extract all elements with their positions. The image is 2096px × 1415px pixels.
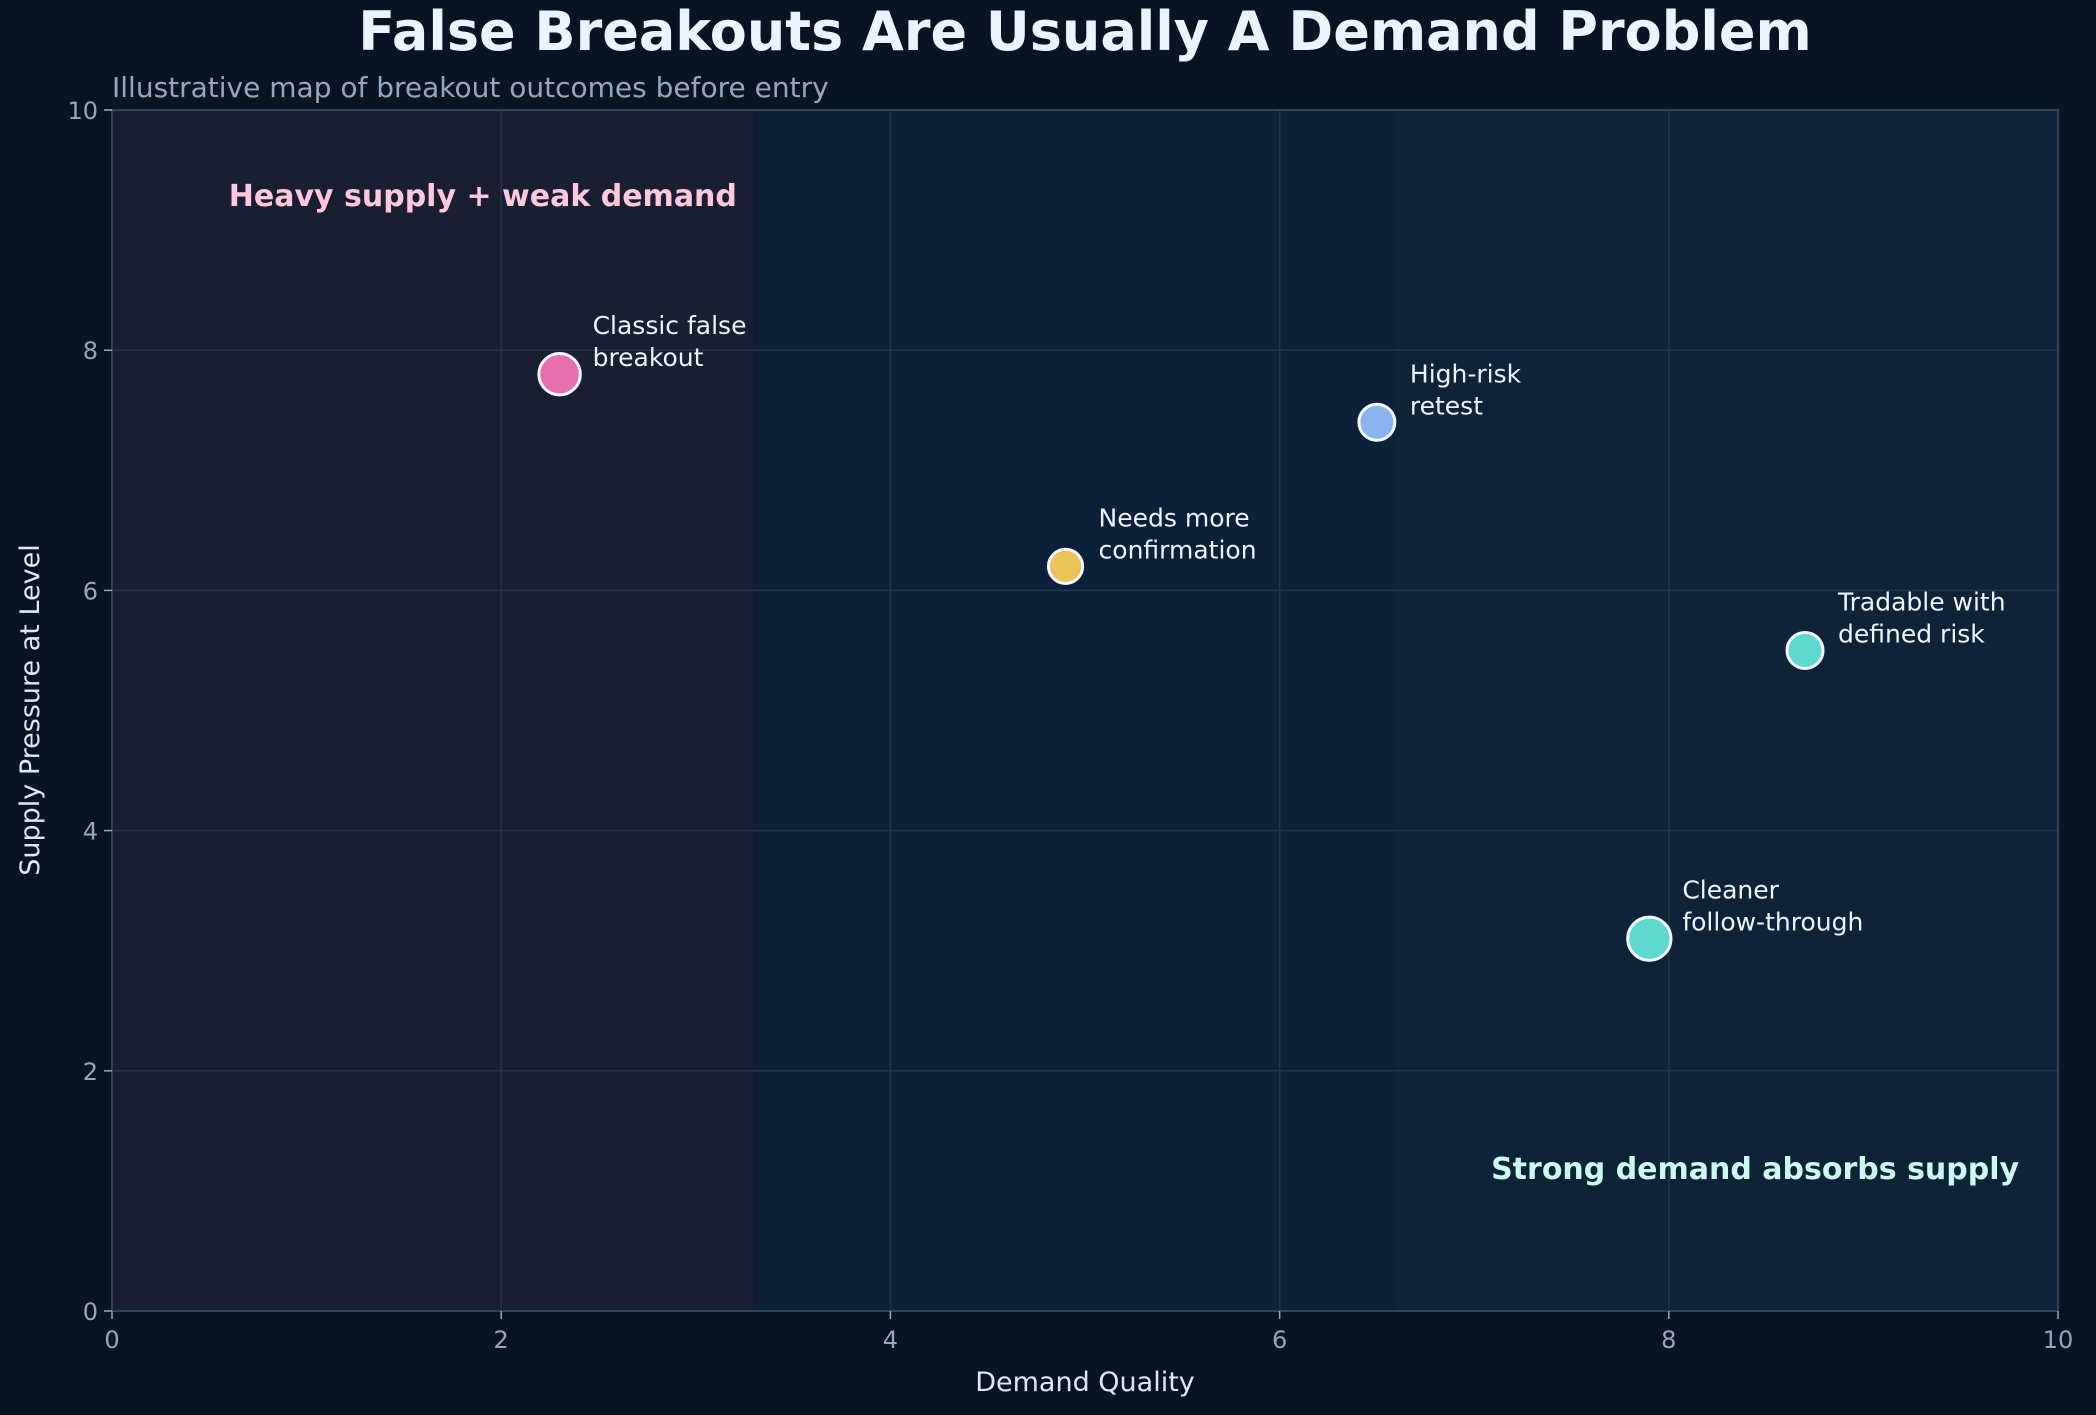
y-axis-label: Supply Pressure at Level: [15, 544, 46, 875]
data-point: [537, 352, 582, 397]
y-tick-label: 0: [83, 1298, 98, 1326]
point-label: follow-through: [1682, 908, 1863, 937]
x-axis-label: Demand Quality: [975, 1367, 1195, 1398]
y-tick-label: 8: [83, 337, 98, 365]
y-tick-label: 2: [83, 1058, 98, 1086]
point-label: Cleaner: [1682, 876, 1779, 905]
chart-title: False Breakouts Are Usually A Demand Pro…: [358, 0, 1812, 63]
point-label: Needs more: [1099, 503, 1250, 532]
zone-band: [1396, 110, 2058, 1311]
y-tick-label: 4: [83, 818, 98, 846]
data-point: [1046, 547, 1085, 585]
zone-label: Heavy supply + weak demand: [229, 179, 737, 214]
x-tick-label: 4: [883, 1326, 898, 1354]
point-label: High-risk: [1410, 359, 1522, 388]
point-label: defined risk: [1838, 619, 1985, 648]
chart-subtitle: Illustrative map of breakout outcomes be…: [112, 71, 829, 104]
point-label: retest: [1410, 391, 1483, 420]
x-tick-label: 2: [494, 1326, 509, 1354]
zone-label: Strong demand absorbs supply: [1491, 1152, 2019, 1187]
point-label: Classic false: [593, 311, 747, 340]
y-tick-label: 10: [67, 97, 98, 125]
y-tick-label: 6: [83, 577, 98, 605]
point-label: breakout: [593, 343, 704, 372]
x-tick-label: 0: [104, 1326, 119, 1354]
x-tick-label: 10: [2043, 1326, 2074, 1354]
zone-band: [112, 110, 755, 1311]
data-point: [1357, 402, 1397, 442]
point-label: confirmation: [1099, 535, 1257, 564]
zone-band: [754, 110, 1397, 1311]
plot-frame: [111, 109, 2059, 1312]
data-point: [1626, 915, 1673, 962]
x-tick-label: 8: [1661, 1326, 1676, 1354]
point-label: Tradable with: [1837, 587, 2006, 616]
x-tick-label: 6: [1272, 1326, 1287, 1354]
data-point: [1785, 630, 1825, 670]
